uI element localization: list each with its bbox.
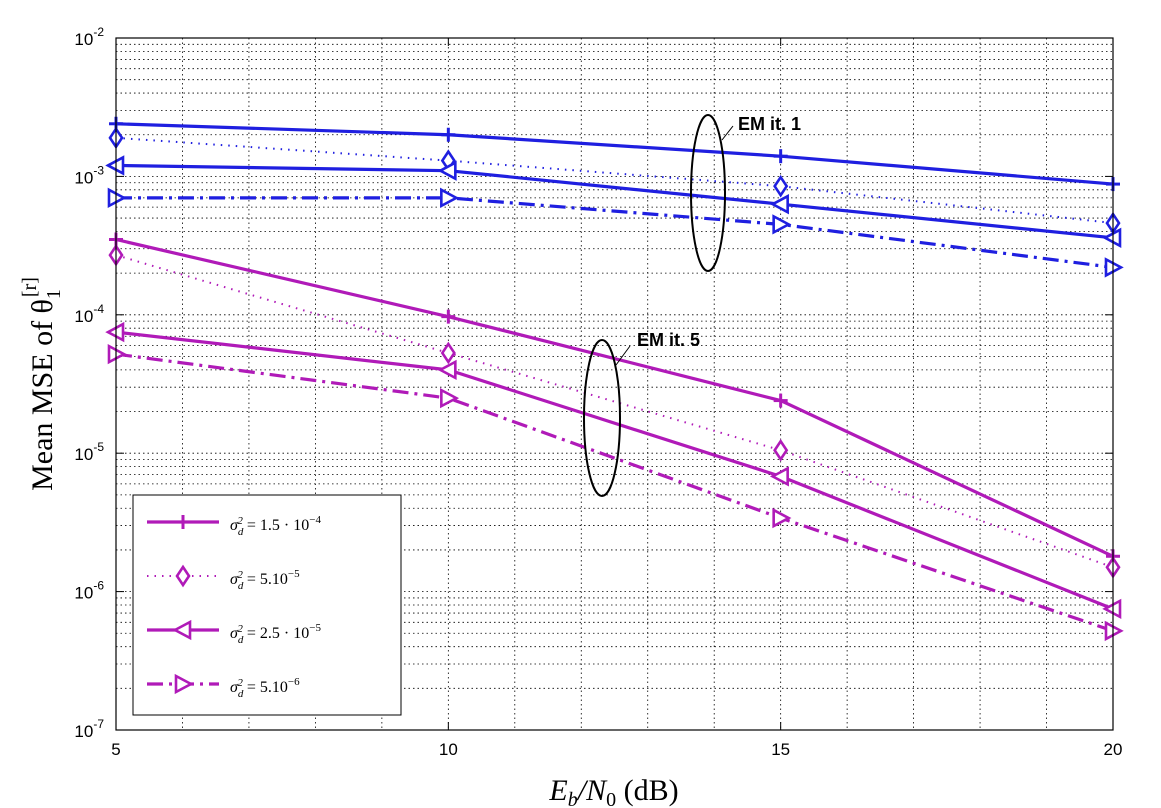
data-point <box>772 507 792 529</box>
y-tick-label: 10-7 <box>74 717 104 741</box>
legend-sample-marker <box>174 673 194 695</box>
x-tick-label: 20 <box>1104 740 1123 759</box>
data-point <box>440 187 460 209</box>
series-line <box>115 122 1114 186</box>
series-line <box>115 163 1114 240</box>
data-point <box>773 149 788 164</box>
annotation-connector-em1 <box>721 125 734 141</box>
annotation-em1: EM it. 1 <box>738 114 801 134</box>
series-line <box>115 254 1114 569</box>
y-tick-label: 10-5 <box>74 440 104 464</box>
y-tick-label: 10-2 <box>74 25 104 49</box>
y-tick-label: 10-6 <box>74 579 104 603</box>
legend-sample-marker <box>172 619 192 641</box>
legend: σd2 = 1.5 · 10−4 σd2 = 5.10−5 σd2 = 2.5 … <box>132 494 402 716</box>
plot-frame <box>115 37 1114 731</box>
annotation-em5: EM it. 5 <box>637 330 700 350</box>
x-tick-label: 5 <box>111 740 120 759</box>
legend-label-3: σd2 = 2.5 · 10−5 <box>230 622 321 646</box>
y-tick-label: 10-4 <box>74 302 104 326</box>
x-axis-label: Eb/N0 (dB) <box>548 774 678 808</box>
data-point <box>773 393 788 408</box>
data-point <box>769 194 789 215</box>
series-line <box>115 136 1114 225</box>
series-line <box>116 196 1114 269</box>
y-tick-label: 10-3 <box>74 163 104 187</box>
data-point <box>440 341 456 365</box>
data-point <box>773 438 789 462</box>
annotation-ellipse-em5 <box>583 339 621 497</box>
legend-sample-marker <box>175 564 191 588</box>
x-tick-label: 10 <box>439 740 458 759</box>
annotation-ellipse-em1 <box>690 114 726 272</box>
data-point <box>437 359 457 381</box>
series-line <box>115 352 1114 633</box>
data-point <box>441 127 456 142</box>
series-line <box>115 330 1114 611</box>
data-point <box>441 309 456 324</box>
legend-label-4: σd2 = 5.10−6 <box>230 676 300 700</box>
annotation-connector-em5 <box>615 345 631 366</box>
data-point <box>440 387 460 409</box>
legend-label-2: σd2 = 5.10−5 <box>230 568 300 592</box>
data-point <box>769 466 789 487</box>
data-point <box>437 160 457 181</box>
legend-sample-marker <box>176 515 190 529</box>
series-2 <box>108 126 1121 235</box>
data-point <box>773 174 789 198</box>
y-axis-label: Mean MSE of θ1[r] <box>19 277 65 491</box>
data-point <box>772 214 792 235</box>
legend-samples <box>147 515 219 695</box>
legend-label-1: σd2 = 1.5 · 10−4 <box>230 514 321 538</box>
x-tick-label: 15 <box>771 740 790 759</box>
